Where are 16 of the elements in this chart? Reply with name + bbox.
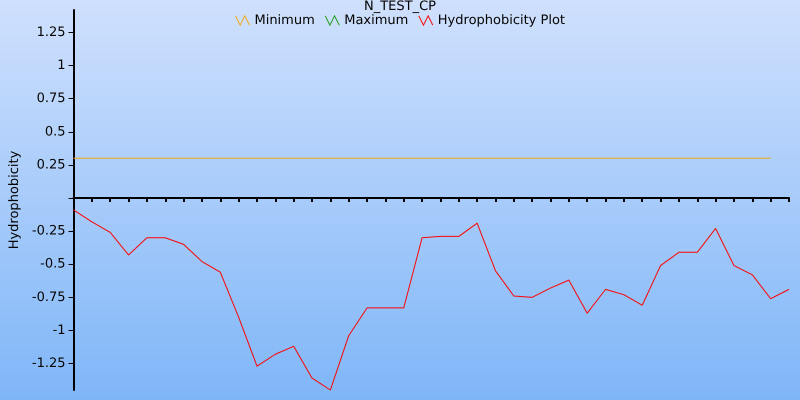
y-tick-label: -0.5 xyxy=(40,256,66,272)
y-tick-label: -0.75 xyxy=(32,290,66,305)
y-tick-label: -0.25 xyxy=(32,224,66,239)
legend-label: Minimum xyxy=(254,13,315,28)
y-tick-label: 0.5 xyxy=(44,124,66,140)
line-series xyxy=(73,209,790,390)
y-tick-label: 0.75 xyxy=(36,91,66,106)
y-axis-title: Hydrophobicity xyxy=(7,150,22,250)
chart-title: N_TEST_CP xyxy=(364,0,436,14)
y-tick-label: -1.25 xyxy=(32,356,66,372)
y-tick-label: 1 xyxy=(57,58,66,74)
y-tick-label: -1 xyxy=(52,322,66,338)
y-tick-label: 1.25 xyxy=(36,25,66,40)
y-tick-label: 0.25 xyxy=(36,157,66,172)
legend-label: Maximum xyxy=(344,13,408,28)
legend-label: Hydrophobicity Plot xyxy=(438,13,566,28)
